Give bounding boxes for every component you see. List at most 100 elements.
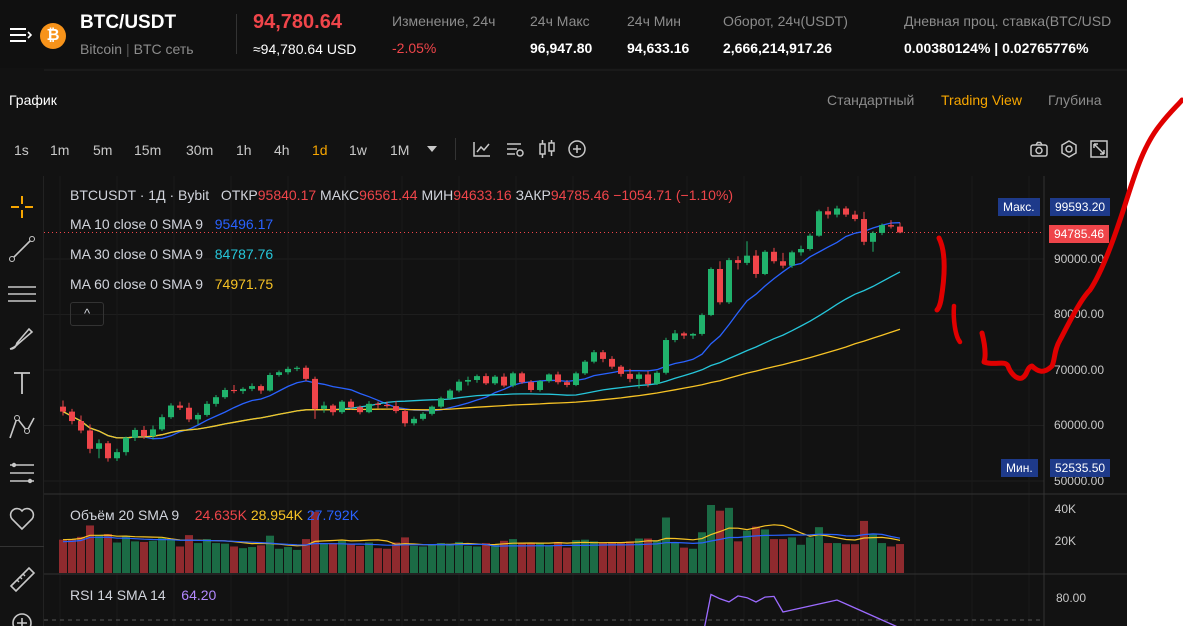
tf-5m[interactable]: 5m: [93, 142, 113, 158]
candle-body: [348, 401, 354, 408]
dropdown-arrow-icon[interactable]: [422, 138, 444, 160]
network-name[interactable]: BTC сеть: [133, 41, 194, 57]
tf-1h[interactable]: 1h: [236, 142, 252, 158]
volume-bar: [77, 536, 85, 573]
candle-body: [213, 397, 219, 404]
candle-body: [303, 367, 309, 379]
chart-settings-icon[interactable]: [504, 138, 526, 160]
tab-trading-view[interactable]: Trading View: [941, 92, 1022, 108]
tf-15m[interactable]: 15m: [134, 142, 162, 158]
indicators-icon[interactable]: [471, 138, 493, 160]
candle-body: [321, 405, 327, 409]
volume-bar: [284, 547, 292, 573]
pair-title[interactable]: BTC/USDT: [80, 12, 177, 33]
ma-legend-30[interactable]: MA 30 close 0 SMA 9 84787.76: [70, 246, 273, 262]
pair-subtitle: Bitcoin | BTC сеть: [80, 41, 194, 57]
price-tick: 80000.00: [1053, 307, 1104, 321]
volume-label: Объём 20 SMA 9: [70, 507, 180, 523]
pattern-icon[interactable]: [5, 411, 39, 445]
candle-body: [870, 232, 876, 242]
close-label: ЗАКР: [515, 187, 551, 203]
tf-1d[interactable]: 1d: [312, 142, 328, 158]
crosshair-icon[interactable]: [5, 190, 39, 224]
ma-legend-10[interactable]: MA 10 close 0 SMA 9 95496.17: [70, 216, 273, 232]
camera-icon[interactable]: [1028, 138, 1050, 160]
volume-legend[interactable]: Объём 20 SMA 9 24.635K 28.954K 27.792K: [70, 507, 359, 523]
volume-bar: [149, 540, 157, 573]
volume-bar: [869, 533, 877, 573]
brush-icon[interactable]: [5, 321, 39, 355]
fullscreen-icon[interactable]: [1088, 138, 1110, 160]
close-value: 94785.46: [550, 187, 610, 203]
candle-body: [501, 376, 507, 386]
ma-line-60: [62, 328, 901, 439]
stat-label: Дневная проц. ставка(BTC/USD: [904, 13, 1112, 29]
candle-body: [330, 405, 336, 413]
candle-body: [816, 211, 822, 236]
tf-1s[interactable]: 1s: [14, 142, 29, 158]
candle-body: [852, 214, 858, 220]
heart-icon[interactable]: [5, 501, 39, 535]
tab-depth[interactable]: Глубина: [1048, 92, 1102, 108]
volume-tick: 20K: [1054, 534, 1076, 548]
volume-bar: [320, 543, 328, 573]
coin-name[interactable]: Bitcoin: [80, 41, 123, 57]
trend-line-icon[interactable]: [5, 232, 39, 266]
volume-bar: [104, 533, 112, 573]
add-icon[interactable]: [566, 138, 588, 160]
menu-icon[interactable]: [10, 26, 32, 44]
candle-body: [411, 418, 417, 424]
volume-bar: [113, 542, 121, 573]
current-price-tag: 94785.46: [1049, 225, 1110, 243]
candle-body: [681, 333, 687, 336]
candle-body: [132, 429, 138, 438]
text-icon[interactable]: [5, 366, 39, 400]
volume-bar: [302, 539, 310, 573]
stat-value: 94,633.16: [627, 40, 690, 56]
candle-body: [465, 379, 471, 382]
volume-bar: [572, 540, 580, 573]
rsi-legend[interactable]: RSI 14 SMA 14 64.20: [70, 587, 216, 603]
volume-bar: [671, 542, 679, 573]
ruler-icon[interactable]: [5, 562, 39, 596]
chart-canvas[interactable]: [0, 0, 1127, 626]
tf-4h[interactable]: 4h: [274, 142, 290, 158]
volume-bar: [788, 537, 796, 573]
stat-low-24h: 24ч Мин 94,633.16: [627, 13, 689, 56]
volume-bar: [770, 539, 778, 573]
tab-standard[interactable]: Стандартный: [827, 92, 915, 108]
candle-body: [357, 407, 363, 413]
candle-body: [78, 421, 84, 431]
candle-body: [789, 252, 795, 266]
price-tick: 50000.00: [1053, 474, 1104, 488]
ma-legend-60[interactable]: MA 60 close 0 SMA 9 74971.75: [70, 276, 273, 292]
zoom-in-icon[interactable]: [5, 606, 39, 626]
candle-body: [222, 389, 228, 398]
candle-body: [393, 406, 399, 412]
fib-icon[interactable]: [5, 456, 39, 490]
candle-body: [141, 429, 147, 437]
horizontal-lines-icon[interactable]: [5, 277, 39, 311]
volume-bar: [392, 542, 400, 573]
candle-body: [447, 390, 453, 399]
candle-body: [294, 367, 300, 369]
volume-bar: [527, 542, 535, 573]
tf-1m[interactable]: 1m: [50, 142, 70, 158]
tf-1w[interactable]: 1w: [349, 142, 367, 158]
tf-1M[interactable]: 1M: [390, 142, 410, 158]
candle-body: [249, 386, 255, 389]
settings-icon[interactable]: [1058, 138, 1080, 160]
volume-bar: [635, 538, 643, 573]
candle-body: [672, 333, 678, 341]
candle-body: [105, 443, 111, 459]
candle-body: [519, 373, 525, 383]
tf-30m[interactable]: 30m: [186, 142, 214, 158]
volume-bar: [545, 545, 553, 573]
collapse-legend-button[interactable]: ^: [70, 302, 104, 326]
trading-app: ₿ BTC/USDT Bitcoin | BTC сеть 94,780.64 ≈9…: [0, 0, 1127, 626]
stat-value: 0.00380124% | 0.02765776%: [904, 40, 1089, 56]
candle-style-icon[interactable]: [536, 138, 558, 160]
candle-body: [600, 352, 606, 359]
symbol-label[interactable]: BTCUSDT · 1Д · Bybit: [70, 187, 210, 203]
